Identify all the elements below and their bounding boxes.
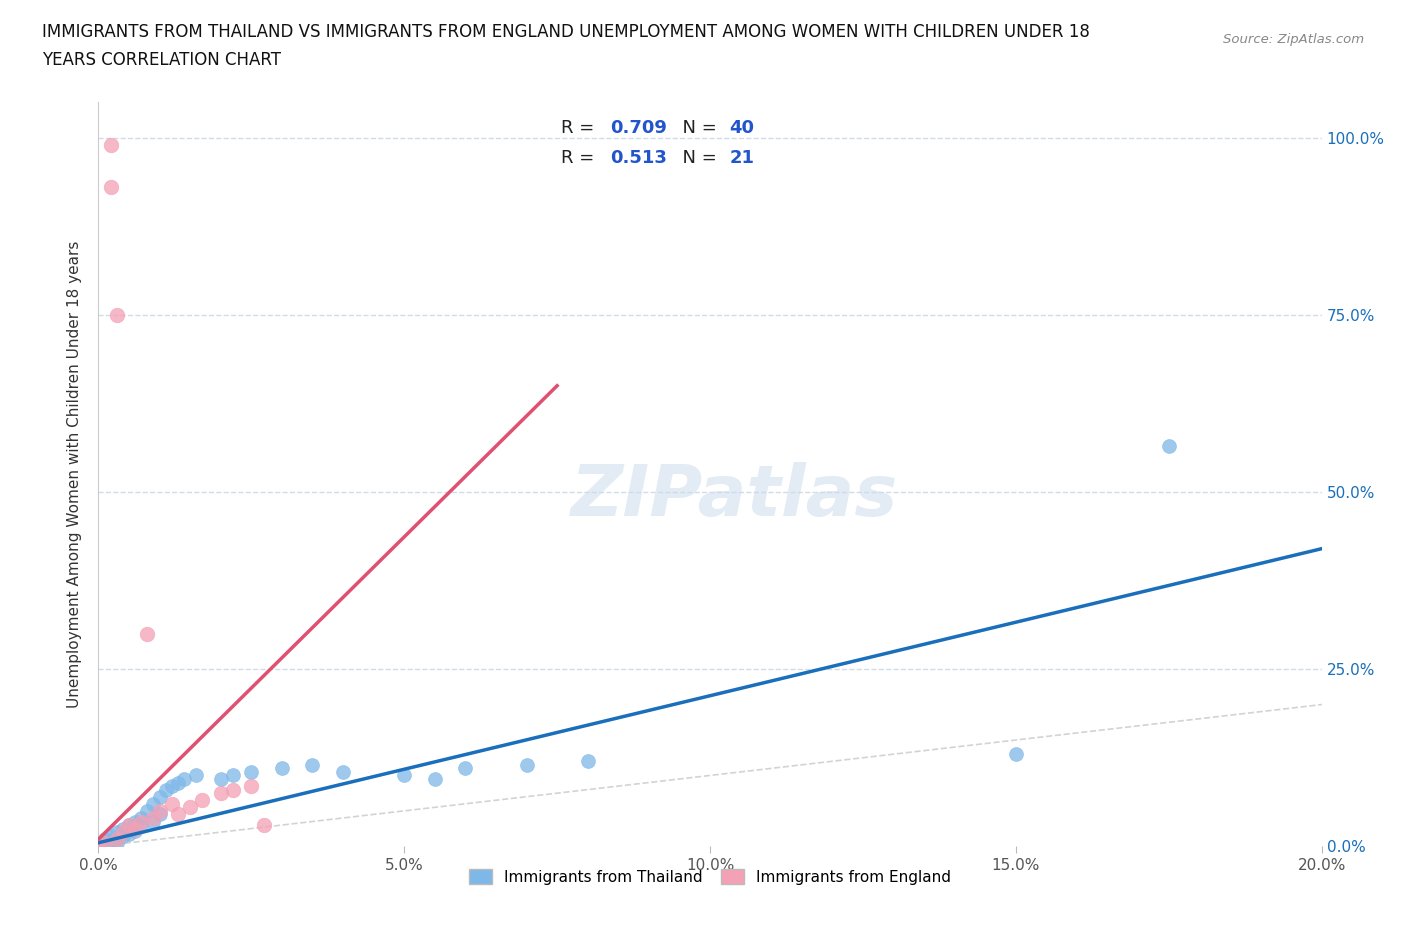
Point <box>252 817 274 832</box>
Point <box>129 814 152 829</box>
Point <box>118 817 141 832</box>
Text: 0.709: 0.709 <box>610 119 666 138</box>
Text: YEARS CORRELATION CHART: YEARS CORRELATION CHART <box>42 51 281 69</box>
Point <box>105 831 128 846</box>
Text: R =: R = <box>561 119 600 138</box>
Point <box>136 626 159 641</box>
Point <box>167 807 190 822</box>
Text: 40: 40 <box>730 119 755 138</box>
Point <box>392 768 416 783</box>
Point <box>142 814 165 829</box>
Point <box>270 761 292 776</box>
Point <box>332 764 354 779</box>
Point <box>111 821 134 836</box>
Point <box>149 807 172 822</box>
Point <box>100 138 122 153</box>
Point <box>105 831 128 846</box>
Text: IMMIGRANTS FROM THAILAND VS IMMIGRANTS FROM ENGLAND UNEMPLOYMENT AMONG WOMEN WIT: IMMIGRANTS FROM THAILAND VS IMMIGRANTS F… <box>42 23 1090 41</box>
Point <box>240 764 263 779</box>
Point <box>100 829 122 844</box>
Text: Source: ZipAtlas.com: Source: ZipAtlas.com <box>1223 33 1364 46</box>
Point <box>240 778 263 793</box>
Point <box>136 804 159 818</box>
Point <box>301 757 323 772</box>
Point <box>129 819 152 834</box>
Point <box>222 768 245 783</box>
Point <box>93 831 115 846</box>
Point <box>100 179 122 194</box>
Point <box>105 308 128 323</box>
Point <box>87 839 110 854</box>
Point <box>186 768 208 783</box>
Point <box>87 839 110 854</box>
Legend: Immigrants from Thailand, Immigrants from England: Immigrants from Thailand, Immigrants fro… <box>463 862 957 891</box>
Point <box>124 814 146 829</box>
Point <box>100 833 122 848</box>
Text: ZIPatlas: ZIPatlas <box>571 462 898 531</box>
Point <box>111 829 134 844</box>
Point <box>93 835 115 850</box>
Point <box>124 823 146 838</box>
Point <box>118 826 141 841</box>
Point <box>93 835 115 850</box>
Point <box>155 782 177 797</box>
Text: R =: R = <box>561 149 600 167</box>
Point <box>516 757 538 772</box>
Point <box>1157 439 1180 454</box>
Point <box>179 800 201 815</box>
Point <box>222 782 245 797</box>
Point <box>111 825 134 840</box>
Text: N =: N = <box>671 149 723 167</box>
Point <box>90 835 112 850</box>
Point <box>167 775 190 790</box>
Point <box>576 754 599 769</box>
Point <box>1004 747 1026 762</box>
Point <box>124 821 146 836</box>
Point <box>149 790 172 804</box>
Point <box>160 796 183 811</box>
Point <box>129 811 152 826</box>
Point <box>173 772 195 787</box>
Text: 21: 21 <box>730 149 755 167</box>
Point <box>105 825 128 840</box>
Point <box>454 761 477 776</box>
Y-axis label: Unemployment Among Women with Children Under 18 years: Unemployment Among Women with Children U… <box>67 241 83 708</box>
Point <box>160 778 183 793</box>
Point <box>423 772 446 787</box>
Point <box>149 804 172 818</box>
Point <box>209 786 232 801</box>
Point <box>142 811 165 826</box>
Point <box>191 792 214 807</box>
Text: 0.513: 0.513 <box>610 149 666 167</box>
Point <box>209 772 232 787</box>
Point <box>142 796 165 811</box>
Text: N =: N = <box>671 119 723 138</box>
Point <box>105 835 128 850</box>
Point <box>118 817 141 832</box>
